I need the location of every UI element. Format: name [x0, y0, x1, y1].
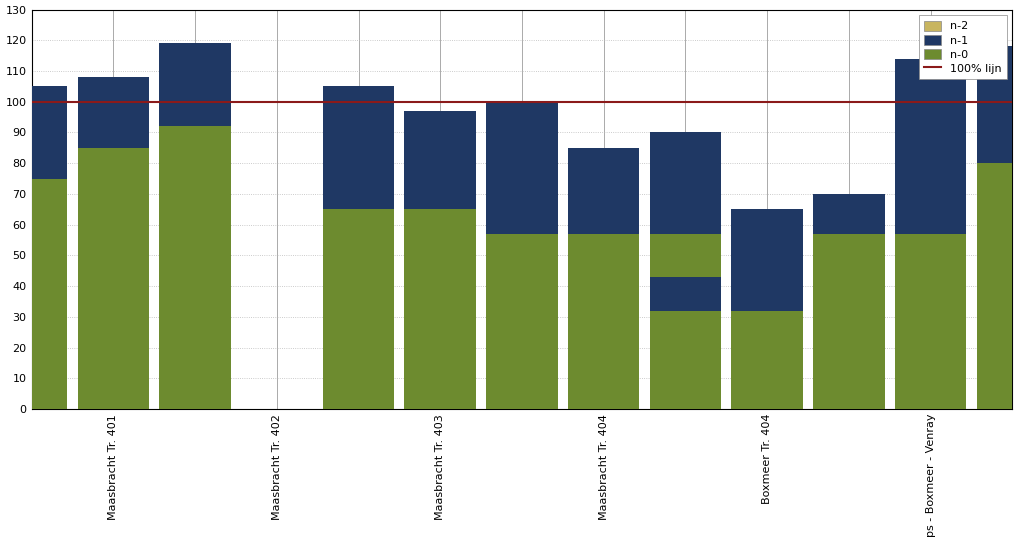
- Bar: [0, 179, 67, 409]
- Bar: [895, 234, 966, 409]
- Bar: [487, 234, 558, 409]
- Bar: [568, 234, 639, 409]
- Bar: [649, 277, 721, 311]
- Bar: [487, 102, 558, 209]
- Bar: [568, 148, 639, 234]
- Bar: [159, 43, 231, 127]
- Bar: [895, 59, 966, 234]
- Bar: [0, 86, 67, 179]
- Legend: n-2, n-1, n-0, 100% lijn: n-2, n-1, n-0, 100% lijn: [918, 15, 1007, 79]
- Bar: [404, 111, 476, 209]
- Bar: [813, 203, 885, 311]
- Bar: [732, 209, 803, 311]
- Bar: [813, 311, 885, 409]
- Bar: [487, 209, 558, 409]
- Bar: [976, 47, 1018, 163]
- Bar: [649, 132, 721, 234]
- Bar: [77, 148, 149, 409]
- Bar: [976, 163, 1018, 409]
- Bar: [732, 311, 803, 409]
- Bar: [323, 209, 394, 409]
- Bar: [487, 127, 558, 234]
- Bar: [813, 194, 885, 234]
- Bar: [649, 234, 721, 409]
- Bar: [77, 77, 149, 148]
- Bar: [813, 234, 885, 409]
- Bar: [159, 127, 231, 409]
- Bar: [649, 311, 721, 409]
- Bar: [323, 86, 394, 209]
- Bar: [404, 209, 476, 409]
